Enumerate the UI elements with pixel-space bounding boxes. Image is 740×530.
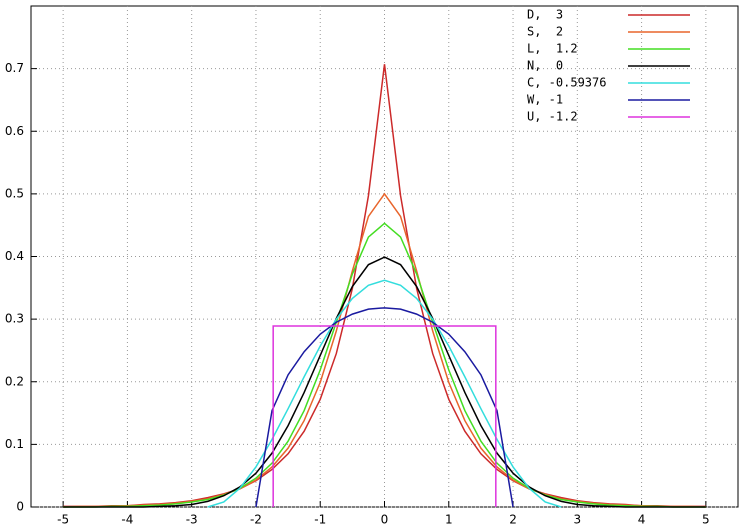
x-tick-label: 0: [381, 513, 389, 527]
legend-label: L, 1.2: [527, 42, 578, 56]
legend-label: N, 0: [527, 59, 563, 73]
series-line: [63, 256, 706, 508]
x-tick-label: -2: [250, 513, 262, 527]
x-tick-label: 2: [509, 513, 517, 527]
x-tick-label: -3: [186, 513, 198, 527]
legend-label: D, 3: [527, 8, 563, 22]
series-line: [255, 307, 514, 508]
y-tick-label: 0.3: [5, 312, 24, 326]
series-line: [63, 222, 706, 508]
x-tick-label: 4: [638, 513, 646, 527]
x-tick-label: 3: [573, 513, 581, 527]
x-tick-label: -4: [121, 513, 133, 527]
x-tick-label: 1: [445, 513, 453, 527]
legend-label: U, -1.2: [527, 110, 578, 124]
legend-label: W, -1: [527, 93, 563, 107]
y-tick-label: 0.6: [5, 124, 24, 138]
x-tick-label: -1: [314, 513, 326, 527]
legend-label: C, -0.59376: [527, 76, 606, 90]
y-tick-label: 0.4: [5, 249, 24, 263]
x-tick-label: -5: [57, 513, 69, 527]
series-line: [207, 279, 562, 508]
y-tick-label: 0.2: [5, 374, 24, 388]
x-tick-label: 5: [702, 513, 710, 527]
legend-label: S, 2: [527, 25, 563, 39]
y-tick-label: 0.7: [5, 61, 24, 75]
y-tick-label: 0: [16, 500, 24, 514]
y-tick-label: 0.1: [5, 437, 24, 451]
y-tick-label: 0.5: [5, 186, 24, 200]
series-line: [272, 325, 497, 507]
